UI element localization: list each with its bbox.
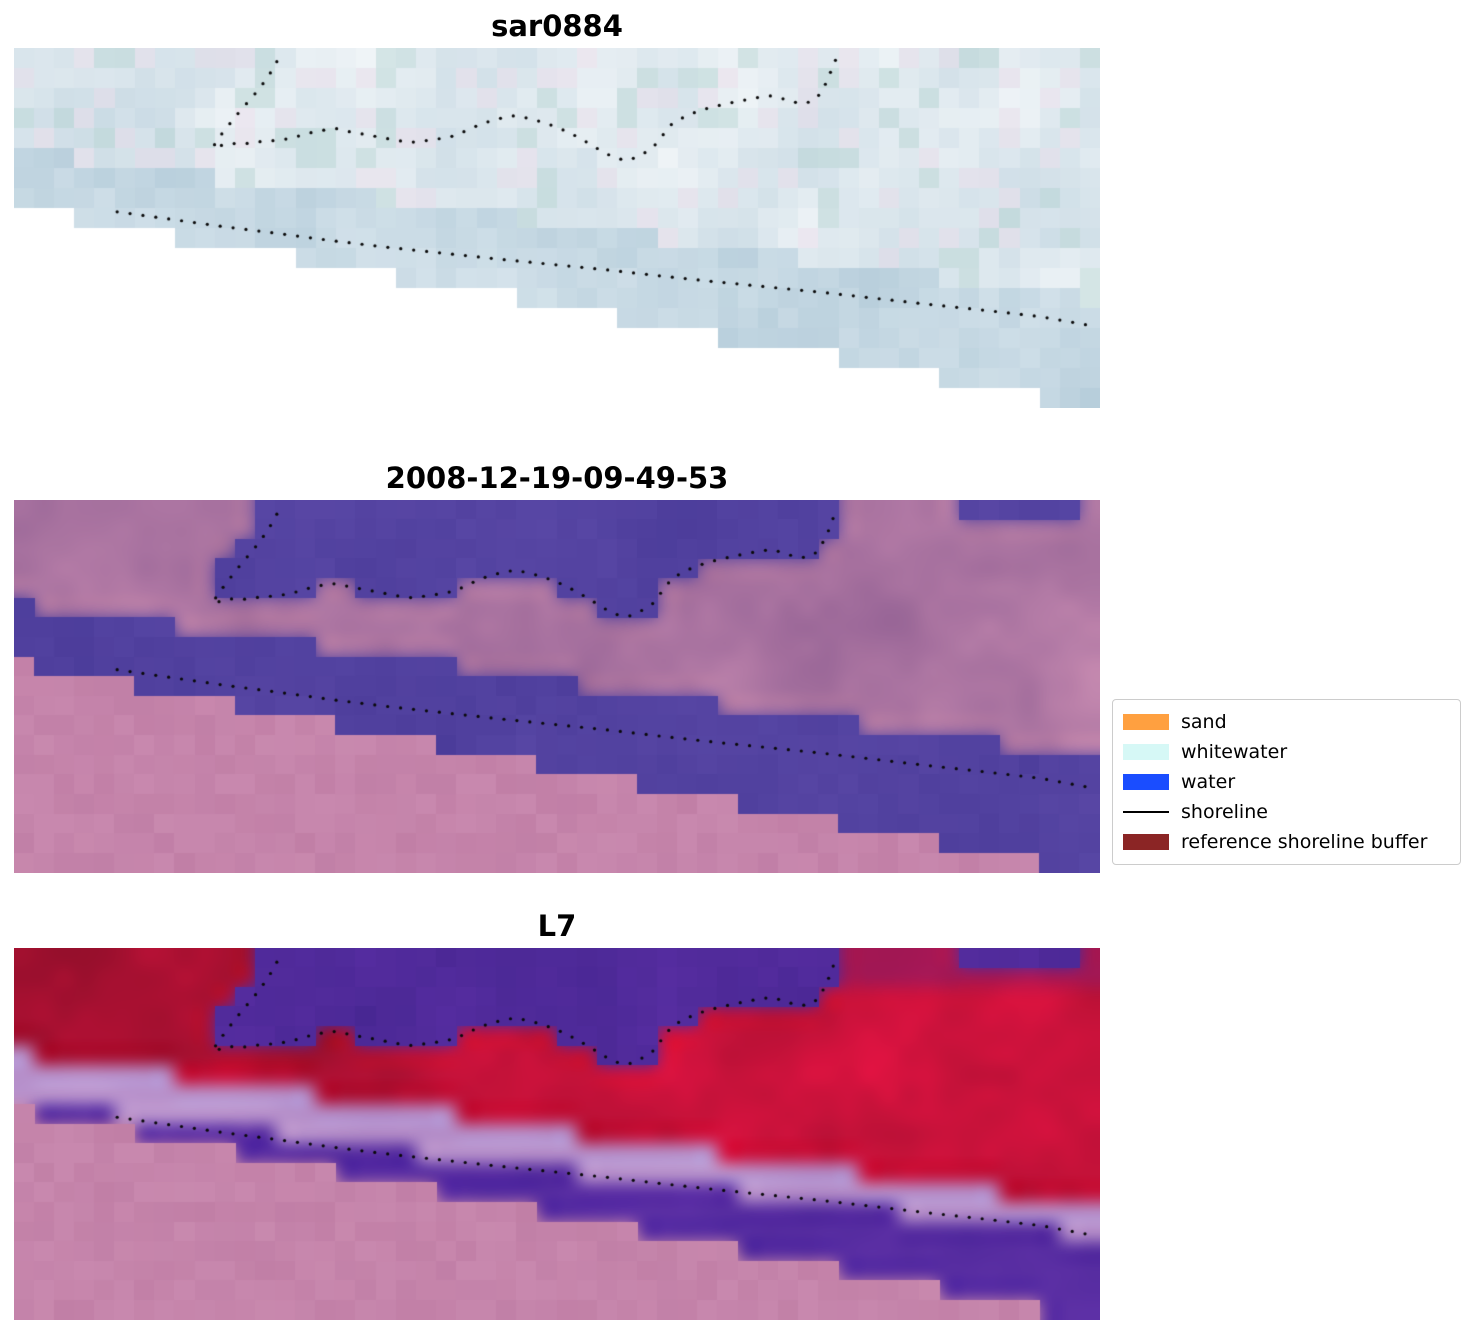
legend-label-sand: sand	[1181, 711, 1227, 733]
panel-title-classified-date: 2008-12-19-09-49-53	[385, 461, 729, 495]
legend-label-whitewater: whitewater	[1181, 741, 1288, 763]
sar0884-image-panel	[14, 48, 1100, 408]
legend: sand whitewater water shoreline referenc…	[1112, 699, 1461, 865]
panel-title-l7: L7	[537, 909, 577, 943]
legend-item-reference-shoreline-buffer: reference shoreline buffer	[1123, 827, 1450, 857]
whitewater-swatch	[1123, 744, 1169, 760]
water-swatch	[1123, 774, 1169, 790]
l7-image-panel	[14, 948, 1100, 1320]
classified-image-panel	[14, 500, 1100, 873]
reference-shoreline-buffer-swatch	[1123, 834, 1169, 850]
shoreline-line-swatch-wrap	[1123, 804, 1169, 820]
legend-item-water: water	[1123, 767, 1450, 797]
legend-label-reference-shoreline-buffer: reference shoreline buffer	[1181, 831, 1428, 853]
sand-swatch	[1123, 714, 1169, 730]
legend-item-shoreline: shoreline	[1123, 797, 1450, 827]
legend-item-sand: sand	[1123, 707, 1450, 737]
legend-label-water: water	[1181, 771, 1236, 793]
panel-title-sar0884: sar0884	[491, 9, 623, 43]
shoreline-line-swatch	[1123, 811, 1169, 813]
legend-item-whitewater: whitewater	[1123, 737, 1450, 767]
legend-label-shoreline: shoreline	[1181, 801, 1268, 823]
